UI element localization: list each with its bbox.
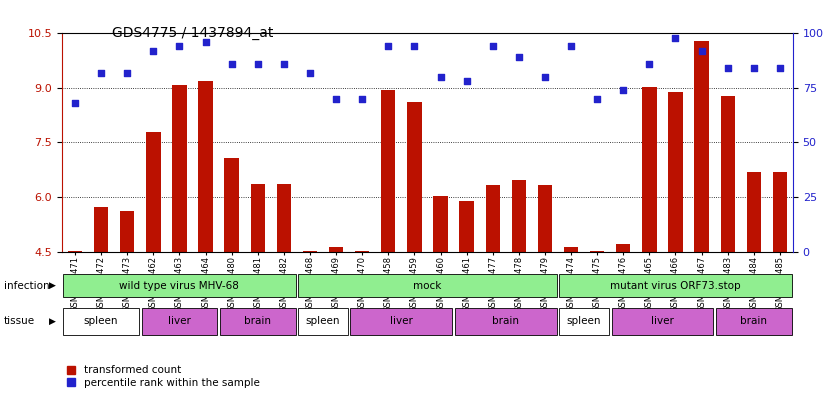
Bar — [590, 251, 605, 252]
Bar — [716, 308, 791, 334]
Point — [147, 48, 160, 54]
Point — [617, 87, 630, 93]
Bar — [486, 185, 500, 252]
Bar — [250, 184, 265, 252]
Point — [173, 43, 186, 50]
Text: ▶: ▶ — [49, 281, 55, 290]
Point — [330, 95, 343, 102]
Text: infection: infection — [4, 281, 50, 290]
Point — [408, 43, 421, 50]
Bar — [434, 196, 448, 252]
Point — [773, 65, 786, 72]
Text: mock: mock — [413, 281, 442, 290]
Text: liver: liver — [651, 316, 674, 326]
Text: brain: brain — [740, 316, 767, 326]
Bar — [459, 201, 474, 252]
Bar — [329, 247, 344, 252]
Bar — [695, 41, 709, 252]
Point — [643, 61, 656, 67]
Point — [434, 74, 447, 80]
Point — [199, 39, 212, 45]
Bar — [559, 274, 791, 298]
Bar — [668, 92, 682, 252]
Point — [695, 48, 708, 54]
Text: brain: brain — [492, 316, 520, 326]
Text: liver: liver — [390, 316, 413, 326]
Text: spleen: spleen — [567, 316, 601, 326]
Bar — [455, 308, 557, 334]
Point — [94, 70, 107, 76]
Bar — [120, 211, 135, 252]
Bar — [538, 185, 552, 252]
Point — [355, 95, 368, 102]
Text: tissue: tissue — [4, 316, 36, 326]
Bar — [94, 207, 108, 252]
Bar — [616, 244, 630, 252]
Point — [487, 43, 500, 50]
Bar — [303, 251, 317, 252]
Bar — [298, 308, 348, 334]
Point — [121, 70, 134, 76]
Bar — [68, 251, 82, 252]
Text: brain: brain — [244, 316, 271, 326]
Text: liver: liver — [168, 316, 191, 326]
Text: wild type virus MHV-68: wild type virus MHV-68 — [120, 281, 240, 290]
Point — [669, 35, 682, 41]
Bar — [220, 308, 296, 334]
Bar — [350, 308, 453, 334]
Bar — [747, 172, 761, 252]
Bar — [511, 180, 526, 252]
Bar — [564, 247, 578, 252]
Bar — [277, 184, 291, 252]
Point — [382, 43, 395, 50]
Bar — [642, 87, 657, 252]
Bar — [225, 158, 239, 252]
Bar — [146, 132, 160, 252]
Point — [278, 61, 291, 67]
Bar — [64, 308, 139, 334]
Point — [251, 61, 264, 67]
Point — [564, 43, 577, 50]
Text: ▶: ▶ — [49, 317, 55, 326]
Point — [748, 65, 761, 72]
Bar — [298, 274, 557, 298]
Bar — [198, 81, 213, 252]
Bar — [559, 308, 609, 334]
Point — [512, 54, 525, 61]
Bar — [720, 96, 735, 252]
Bar — [773, 172, 787, 252]
Bar — [355, 251, 369, 252]
Point — [721, 65, 734, 72]
Point — [539, 74, 552, 80]
Bar — [407, 102, 421, 252]
Text: spleen: spleen — [84, 316, 118, 326]
Point — [303, 70, 316, 76]
Text: spleen: spleen — [306, 316, 340, 326]
Bar — [381, 90, 396, 252]
Point — [591, 95, 604, 102]
Bar — [141, 308, 217, 334]
Text: GDS4775 / 1437894_at: GDS4775 / 1437894_at — [112, 26, 273, 40]
Text: mutant virus ORF73.stop: mutant virus ORF73.stop — [610, 281, 741, 290]
Bar — [64, 274, 296, 298]
Point — [460, 78, 473, 84]
Bar — [611, 308, 714, 334]
Bar — [173, 85, 187, 252]
Legend: transformed count, percentile rank within the sample: transformed count, percentile rank withi… — [67, 365, 259, 388]
Point — [69, 100, 82, 107]
Point — [225, 61, 238, 67]
